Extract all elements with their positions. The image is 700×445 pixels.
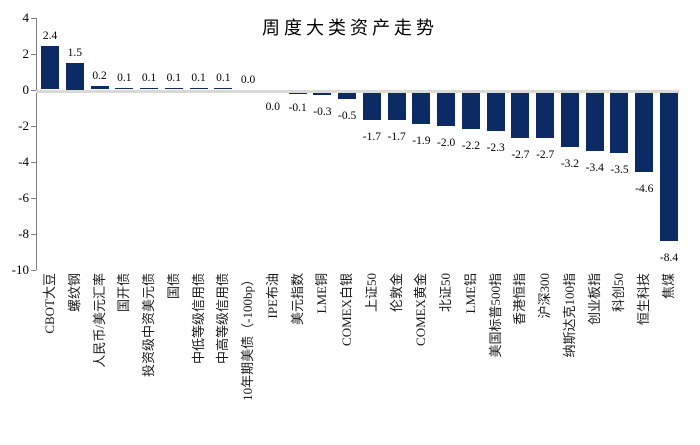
category-label-text: 纳斯达克100指 (561, 273, 577, 358)
bar (164, 87, 183, 90)
y-axis-tick (30, 269, 36, 271)
bar (313, 92, 332, 95)
y-axis-tick (30, 17, 36, 19)
bar (437, 92, 456, 126)
bar-value-label: 0.0 (265, 100, 281, 113)
bar (189, 87, 208, 90)
category-label-text: 上证50 (363, 273, 379, 313)
category-label-text: 科创50 (611, 273, 627, 313)
category-label-text: 中低等级信用债 (190, 273, 206, 365)
bar-value-label: -0.3 (313, 105, 332, 118)
bar (362, 92, 381, 121)
y-axis-label: -6 (18, 189, 29, 205)
y-axis-label: -4 (18, 153, 29, 169)
category-label-text: LME铜 (314, 273, 330, 314)
bar-value-label: -1.9 (412, 134, 431, 147)
y-axis-line (35, 17, 37, 270)
bar (412, 92, 431, 124)
zero-gridline (35, 89, 679, 93)
bar (387, 92, 406, 121)
y-axis-tick (30, 233, 36, 235)
y-axis-label: 0 (22, 81, 30, 97)
bar (461, 92, 480, 130)
y-axis-label: -10 (11, 261, 29, 277)
bar-value-label: -1.7 (362, 131, 381, 144)
bar (288, 92, 307, 94)
category-label-text: COMEX白银 (339, 273, 355, 346)
category-label-text: 人民币/美元汇率 (91, 273, 107, 368)
bar (660, 92, 678, 241)
bar-value-label: -0.1 (288, 102, 307, 115)
category-label-text: 国债 (165, 273, 181, 300)
bar-value-label: 0.1 (117, 71, 132, 84)
bar-value-label: 0.0 (240, 73, 256, 86)
category-label-text: 投资级中资美元债 (141, 273, 157, 378)
bar-value-label: 0.1 (141, 71, 157, 84)
bar (486, 92, 505, 131)
bar-value-label: 0.1 (191, 71, 206, 84)
bar-value-label: -3.5 (610, 163, 629, 176)
category-label-text: 国开债 (116, 273, 132, 313)
bar-value-label: 0.1 (166, 71, 181, 84)
bar-value-label: -2.0 (437, 136, 456, 149)
y-axis-tick (30, 161, 36, 163)
category-label-text: 焦煤 (661, 273, 676, 300)
y-axis-label: -8 (18, 225, 29, 241)
bar-value-label: -8.4 (659, 251, 679, 264)
category-label-text: 香港恒指 (512, 273, 528, 326)
bar-value-label: -3.4 (585, 161, 604, 174)
bar (65, 62, 84, 90)
bar-value-label: -2.2 (461, 140, 481, 153)
y-axis-tick (30, 125, 36, 127)
category-label-text: 美国标普500指 (487, 273, 503, 358)
bar-value-label: -2.3 (486, 141, 505, 154)
bar-value-label: 0.1 (216, 71, 231, 84)
bar-value-label: -0.5 (338, 109, 357, 122)
category-label-text: 北证50 (438, 273, 454, 313)
category-label-text: 10年期美债（-100bp） (240, 273, 256, 401)
bar (115, 87, 134, 90)
category-label-text: 恒生科技 (636, 273, 652, 326)
category-label-text: 创业板指 (586, 273, 602, 326)
bar-value-label: -2.7 (536, 149, 555, 162)
bar-value-label: -2.7 (511, 149, 530, 162)
bar (140, 87, 159, 90)
y-axis-tick (30, 197, 36, 199)
bar (511, 92, 530, 139)
category-label-text: COMEX黄金 (413, 273, 429, 346)
bar (585, 92, 604, 151)
bar (635, 92, 654, 173)
y-axis-tick (30, 53, 36, 55)
bar (536, 92, 555, 139)
category-label-text: IPE布油 (264, 273, 280, 319)
category-label-text: 沪深300 (537, 273, 553, 319)
y-axis-label: -2 (18, 117, 29, 133)
bar (560, 92, 579, 148)
bar-value-label: 2.4 (42, 30, 58, 43)
bar-value-label: -1.7 (387, 131, 406, 144)
bar (214, 87, 233, 90)
category-label-text: 美元指数 (289, 273, 305, 326)
y-axis-label: 4 (22, 9, 30, 25)
chart-title: 周度大类资产走势 (262, 18, 438, 38)
category-label-text: LME铝 (462, 273, 478, 314)
y-axis-tick (30, 89, 36, 91)
bar (338, 92, 357, 99)
category-label-text: 中高等级信用债 (215, 273, 231, 365)
bar-value-label: 0.2 (92, 69, 107, 82)
category-label-text: 螺纹钢 (66, 273, 82, 313)
bar-value-label: -3.2 (560, 158, 580, 171)
bar (41, 46, 59, 90)
category-label-text: CBOT大豆 (42, 273, 57, 334)
bar (610, 92, 629, 153)
y-axis-label: 2 (22, 45, 30, 61)
category-label-text: 伦敦金 (388, 273, 404, 313)
bar (90, 85, 109, 90)
bar-value-label: -4.6 (635, 183, 654, 196)
bar-value-label: 1.5 (67, 46, 82, 59)
